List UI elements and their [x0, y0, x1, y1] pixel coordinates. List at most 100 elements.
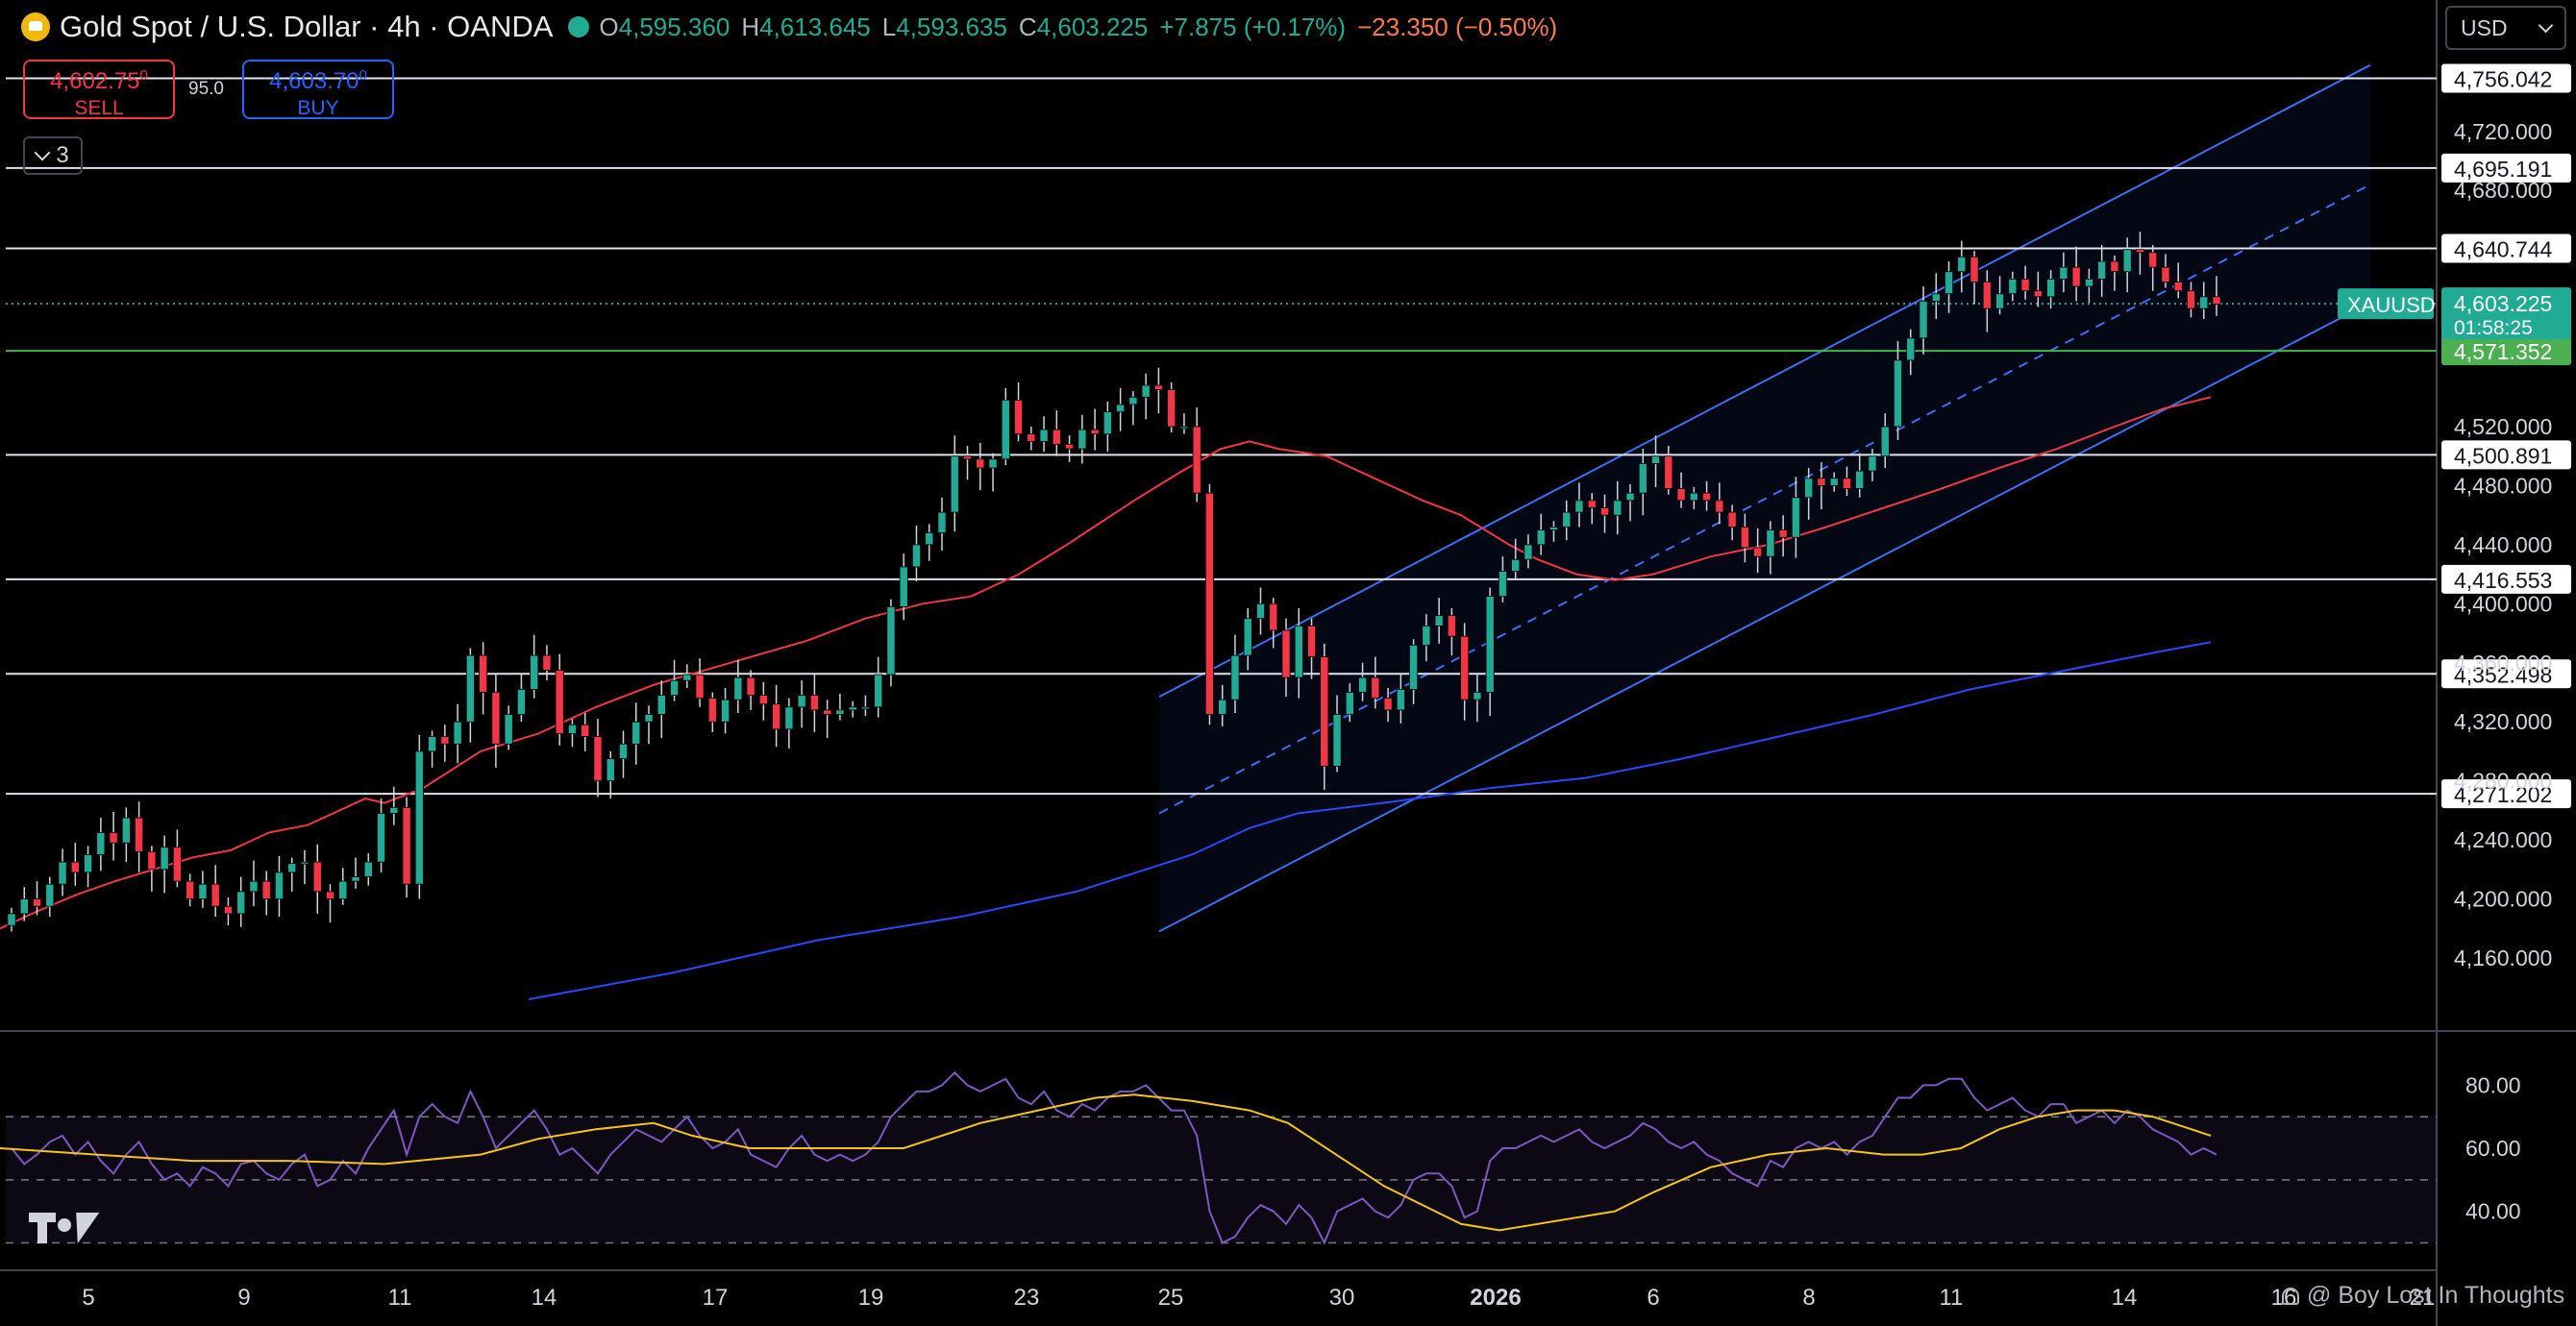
candle-body: [1128, 396, 1138, 405]
candle-body: [1473, 692, 1482, 700]
candle-body: [937, 511, 947, 534]
level-label: 4,352.498: [2454, 662, 2552, 687]
candle-body: [160, 847, 169, 871]
candle-body: [835, 709, 845, 715]
candle-body: [1409, 644, 1419, 690]
channel-upper: [1158, 63, 2371, 698]
candle-body: [2097, 260, 2107, 280]
tradingview-logo-icon[interactable]: [29, 1213, 100, 1243]
last-price-label: 4,603.225: [2454, 291, 2552, 316]
candle-body: [682, 674, 692, 681]
time-tick: 14: [2112, 1285, 2138, 1311]
currency-select[interactable]: USD: [2445, 6, 2566, 50]
candle-body: [606, 758, 615, 782]
candle-body: [784, 706, 794, 730]
candlestick-series[interactable]: [7, 232, 2221, 932]
candle-body: [479, 654, 488, 693]
price-axis[interactable]: 4,720.000 4,680.000 4,520.000 4,480.000 4,44…: [2454, 119, 2552, 1224]
indicators-toggle-button[interactable]: 3: [23, 136, 83, 175]
candle-body: [1485, 596, 1495, 693]
candle-body: [618, 743, 628, 760]
candle-body: [823, 709, 832, 715]
candle-body: [2110, 260, 2119, 273]
candle-body: [1358, 676, 1368, 693]
rsi-tick: 60.00: [2465, 1136, 2521, 1161]
ma-slow-line: [528, 641, 2212, 1000]
candle-body: [2173, 282, 2183, 292]
price-tick: 4,320.000: [2454, 709, 2552, 734]
rsi-tick: 80.00: [2465, 1072, 2521, 1097]
level-label: 4,640.744: [2454, 237, 2553, 262]
price-tick: 4,680.000: [2454, 178, 2552, 203]
candle-body: [1523, 544, 1533, 560]
time-axis[interactable]: 5 9 11 14 17 19 23 25 30 2026 6 8 11 14 16 21: [82, 1285, 2435, 1311]
candle-body: [1587, 500, 1597, 508]
candle-body: [1065, 444, 1075, 450]
candle-body: [491, 692, 501, 745]
buy-button[interactable]: 4,603.700 BUY: [242, 60, 394, 119]
candle-body: [223, 905, 233, 915]
candle-body: [848, 706, 857, 711]
candle-body: [1855, 470, 1865, 489]
rsi-pane: [0, 1070, 2437, 1245]
symbol-tag-bg: [2338, 288, 2434, 320]
candle-body: [1141, 384, 1151, 398]
candle-body: [1548, 527, 1558, 530]
price-tick: 4,200.000: [2454, 887, 2552, 912]
candle-body: [1969, 256, 1979, 282]
candle-body: [1039, 429, 1049, 442]
green-level-label: 4,571.352: [2454, 339, 2552, 364]
time-tick: 30: [1329, 1285, 1355, 1311]
channel-mid: [1158, 184, 2371, 815]
candle-body: [1320, 656, 1329, 767]
candle-body: [287, 863, 297, 873]
candle-body: [2212, 296, 2221, 305]
symbol-header: Gold Spot / U.S. Dollar · 4h · OANDA O4,…: [21, 8, 1557, 46]
sell-button[interactable]: 4,602.750 SELL: [23, 60, 175, 119]
candle-body: [1447, 615, 1456, 637]
candle-body: [1511, 558, 1521, 572]
candle-body: [656, 695, 666, 715]
indicators-count: 3: [56, 142, 69, 168]
candle-body: [1116, 404, 1126, 413]
ohlc-close: 4,603.225: [1036, 12, 1149, 41]
candle-body: [530, 654, 539, 690]
gold-logo-icon: [21, 12, 50, 41]
candle-body: [1817, 478, 1826, 486]
ohlc-high: 4,613.645: [759, 12, 871, 41]
candle-body: [988, 458, 998, 469]
regression-channel[interactable]: [1158, 63, 2371, 933]
sell-price-sup: 0: [139, 67, 148, 84]
candle-body: [797, 695, 806, 708]
rsi-ma-line: [0, 1093, 2212, 1232]
author-watermark: @ Boy Lost In Thoughts: [2282, 1282, 2564, 1310]
currency-value: USD: [2461, 14, 2508, 40]
candle-body: [886, 606, 896, 675]
candle-body: [198, 883, 208, 899]
candle-body: [2071, 266, 2081, 287]
symbol-title[interactable]: Gold Spot / U.S. Dollar · 4h · OANDA: [60, 10, 554, 43]
candle-body: [1664, 455, 1673, 489]
candle-body: [45, 883, 55, 907]
candle-body: [1281, 629, 1291, 678]
candle-body: [1562, 511, 1572, 528]
candle-body: [1676, 488, 1686, 502]
candle-body: [2046, 279, 2056, 298]
price-tick: 4,720.000: [2454, 119, 2552, 144]
candle-body: [249, 880, 259, 893]
candle-body: [2161, 266, 2170, 282]
chevron-down-icon: [2538, 17, 2554, 33]
ohlc-readout: O4,595.360 H4,613.645 L4,593.635 C4,603.…: [599, 12, 1557, 42]
candle-body: [377, 813, 386, 863]
time-tick: 8: [1802, 1285, 1815, 1311]
candle-body: [1753, 547, 1763, 557]
candle-body: [1842, 478, 1851, 489]
candle-body: [1791, 497, 1800, 538]
sell-price: 4,602.75: [50, 68, 140, 94]
chevron-down-icon: [34, 144, 51, 161]
candle-body: [440, 736, 450, 745]
candle-body: [1995, 293, 2005, 309]
candle-body: [1702, 492, 1712, 502]
candle-body: [300, 861, 310, 865]
